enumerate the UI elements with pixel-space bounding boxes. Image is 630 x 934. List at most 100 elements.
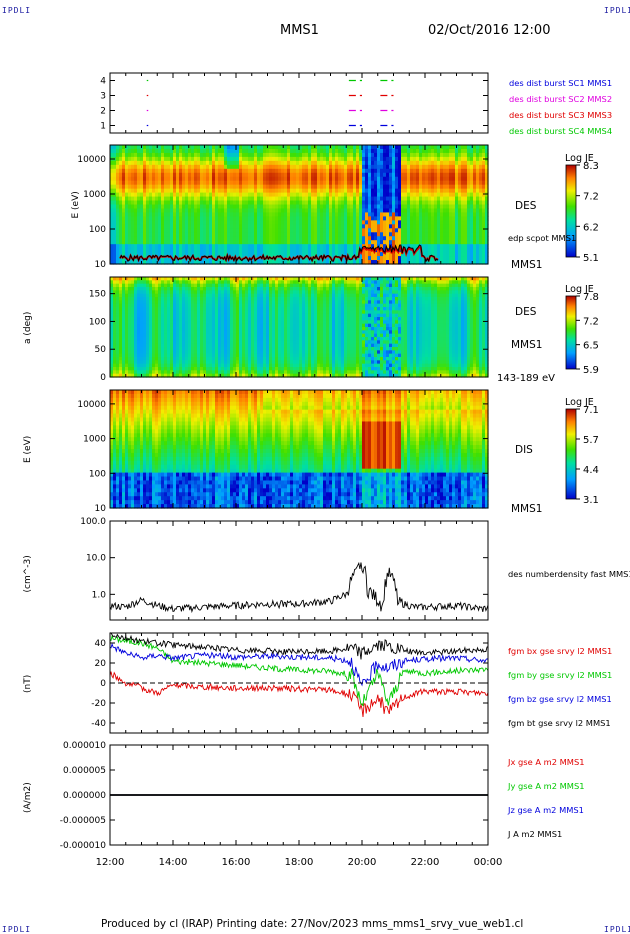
spectrogram-cell xyxy=(362,232,366,237)
spectrogram-cell xyxy=(278,212,282,217)
spectrogram-cell xyxy=(212,248,216,253)
spectrogram-cell xyxy=(254,180,258,186)
spectrogram-cell xyxy=(272,236,276,241)
spectrogram-cell xyxy=(230,252,234,257)
spectrogram-cell xyxy=(134,260,138,265)
spectrogram-cell xyxy=(197,224,201,229)
spectrogram-cell xyxy=(158,208,162,214)
spectrogram-cell xyxy=(113,188,117,194)
spectrogram-cell xyxy=(437,232,441,237)
spectrogram-cell xyxy=(464,172,468,178)
spectrogram-cell xyxy=(242,164,246,170)
spectrogram-cell xyxy=(203,252,207,257)
spectrogram-cell xyxy=(131,180,135,186)
spectrogram-cell xyxy=(137,184,141,190)
spectrogram-cell xyxy=(182,277,186,281)
spectrogram-cell xyxy=(248,164,252,170)
spectrogram-cell xyxy=(122,196,126,202)
spectrogram-cell xyxy=(356,244,360,249)
spectrogram-cell xyxy=(275,172,279,178)
spectrogram-cell xyxy=(365,228,369,233)
spectrogram-cell xyxy=(230,277,234,281)
spectrogram-cell xyxy=(335,184,339,190)
spectrogram-cell xyxy=(437,152,441,158)
spectrogram-cell xyxy=(188,333,192,338)
spectrogram-cell xyxy=(119,232,123,237)
spectrogram-cell xyxy=(257,204,261,210)
spectrogram-cell xyxy=(161,323,165,328)
spectrogram-cell xyxy=(218,280,222,285)
spectrogram-cell xyxy=(356,164,360,170)
spectrogram-cell xyxy=(452,160,456,166)
spectrogram-cell xyxy=(401,148,405,154)
spectrogram-cell xyxy=(215,360,219,365)
spectrogram-cell xyxy=(299,145,303,150)
spectrogram-cell xyxy=(407,180,411,186)
spectrogram-cell xyxy=(284,224,288,229)
spectrogram-cell xyxy=(467,180,471,186)
spectrogram-cell xyxy=(254,248,258,253)
spectrogram-cell xyxy=(383,220,387,225)
spectrogram-cell xyxy=(134,156,138,162)
spectrogram-cell xyxy=(134,200,138,206)
spectrogram-cell xyxy=(197,327,201,331)
spectrogram-cell xyxy=(125,160,129,166)
spectrogram-cell xyxy=(125,340,129,345)
spectrogram-cell xyxy=(236,236,240,241)
spectrogram-cell xyxy=(449,156,453,162)
spectrogram-cell xyxy=(389,188,393,194)
spectrogram-cell xyxy=(197,156,201,162)
spectrogram-cell xyxy=(221,287,225,291)
spectrogram-cell xyxy=(200,343,204,348)
spectrogram-cell xyxy=(122,160,126,166)
spectrogram-cell xyxy=(119,148,123,154)
spectrogram-cell xyxy=(386,152,390,158)
spectrogram-cell xyxy=(128,347,132,351)
spectrogram-cell xyxy=(485,176,489,182)
spectrogram-cell xyxy=(140,353,144,358)
spectrogram-cell xyxy=(119,240,123,245)
spectrogram-cell xyxy=(191,145,195,150)
spectrogram-cell xyxy=(287,172,291,178)
spectrogram-cell xyxy=(401,228,405,233)
spectrogram-cell xyxy=(473,184,477,190)
spectrogram-cell xyxy=(188,172,192,178)
spectrogram-cell xyxy=(440,156,444,162)
spectrogram-cell xyxy=(122,363,126,368)
spectrogram-cell xyxy=(158,244,162,249)
spectrogram-cell xyxy=(284,168,288,174)
spectrogram-cell xyxy=(149,196,153,202)
spectrogram-cell xyxy=(134,343,138,348)
spectrogram-cell xyxy=(188,236,192,241)
spectrogram-cell xyxy=(143,252,147,257)
spectrogram-cell xyxy=(233,152,237,158)
spectrogram-cell xyxy=(380,224,384,229)
spectrogram-cell xyxy=(149,300,153,305)
spectrogram-cell xyxy=(176,180,180,186)
spectrogram-cell xyxy=(182,327,186,331)
spectrogram-cell xyxy=(431,228,435,233)
spectrogram-cell xyxy=(257,232,261,237)
spectrogram-cell xyxy=(278,148,282,154)
spectrogram-cell xyxy=(146,204,150,210)
spectrogram-cell xyxy=(461,228,465,233)
spectrogram-cell xyxy=(215,307,219,311)
spectrogram-cell xyxy=(320,152,324,158)
spectrogram-cell xyxy=(176,240,180,245)
spectrogram-cell xyxy=(224,152,228,158)
spectrogram-cell xyxy=(419,164,423,170)
spectrogram-cell xyxy=(230,168,234,174)
spectrogram-cell xyxy=(401,156,405,162)
spectrogram-cell xyxy=(362,256,366,261)
spectrogram-cell xyxy=(194,293,198,298)
spectrogram-cell xyxy=(122,313,126,318)
spectrogram-cell xyxy=(158,330,162,335)
spectrogram-cell xyxy=(410,196,414,202)
spectrogram-cell xyxy=(419,208,423,214)
spectrogram-cell xyxy=(146,172,150,178)
spectrogram-cell xyxy=(218,236,222,241)
spectrogram-cell xyxy=(272,145,276,150)
spectrogram-cell xyxy=(428,152,432,158)
spectrogram-cell xyxy=(125,204,129,210)
spectrogram-cell xyxy=(356,252,360,257)
